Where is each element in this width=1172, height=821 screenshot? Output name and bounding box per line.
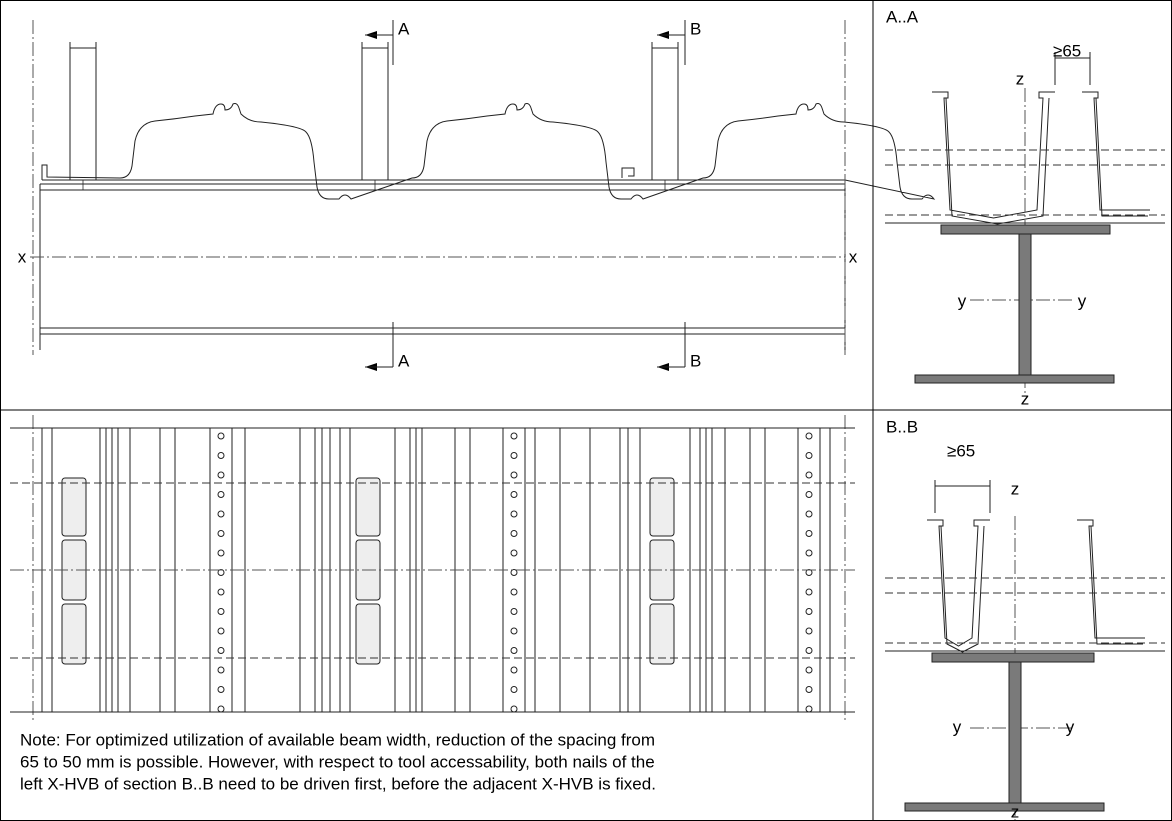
hole bbox=[510, 588, 518, 596]
hole bbox=[217, 627, 225, 635]
hole bbox=[510, 627, 518, 635]
hole bbox=[510, 569, 518, 576]
section-title: A..A bbox=[886, 7, 919, 26]
hole bbox=[805, 608, 813, 615]
connector-lip bbox=[651, 42, 679, 48]
section-title: B..B bbox=[886, 417, 918, 436]
hole bbox=[510, 705, 518, 713]
connector bbox=[361, 47, 389, 181]
hole bbox=[510, 549, 518, 557]
connector-lip bbox=[69, 42, 97, 48]
channel-connector bbox=[1082, 91, 1150, 217]
dimension-label: ≥65 bbox=[1053, 41, 1081, 60]
hole bbox=[510, 510, 518, 518]
hole bbox=[510, 608, 518, 615]
axis-label: y bbox=[958, 291, 967, 310]
axis-label: z bbox=[1021, 389, 1030, 408]
hole bbox=[805, 705, 813, 713]
channel-connector bbox=[932, 91, 1055, 225]
beam-bottom-flange bbox=[904, 802, 1105, 812]
connector-plate bbox=[649, 477, 675, 537]
axis-label: y bbox=[1066, 717, 1075, 736]
connector-plate bbox=[355, 477, 381, 537]
hole bbox=[510, 452, 518, 459]
hole bbox=[217, 666, 225, 674]
hole bbox=[805, 510, 813, 518]
connector-plate bbox=[649, 603, 675, 665]
note-line: Note: For optimized utilization of avail… bbox=[20, 730, 655, 749]
section-label: B bbox=[690, 351, 701, 370]
hole bbox=[217, 588, 225, 596]
hole bbox=[510, 647, 518, 654]
hole bbox=[805, 647, 813, 654]
axis-label: y bbox=[1078, 291, 1087, 310]
connector-plate bbox=[61, 477, 87, 537]
note-line: left X-HVB of section B..B need to be dr… bbox=[20, 774, 656, 793]
hole bbox=[805, 491, 813, 498]
axis-label: x bbox=[849, 247, 858, 266]
hole bbox=[805, 666, 813, 674]
deck-lap bbox=[621, 167, 635, 178]
hole bbox=[805, 432, 813, 440]
hole bbox=[510, 666, 518, 674]
hole bbox=[217, 549, 225, 557]
hole bbox=[805, 452, 813, 459]
axis-label: z bbox=[1011, 479, 1020, 498]
hole bbox=[805, 471, 813, 479]
connector-lip bbox=[361, 42, 389, 48]
axis-label: z bbox=[1011, 802, 1020, 821]
hole bbox=[217, 608, 225, 615]
hole bbox=[805, 549, 813, 557]
axis-label: x bbox=[18, 247, 27, 266]
hole bbox=[217, 432, 225, 440]
deck-profile bbox=[41, 103, 936, 200]
hole bbox=[217, 491, 225, 498]
hole bbox=[217, 705, 225, 713]
connector-plate bbox=[355, 603, 381, 665]
hole bbox=[805, 588, 813, 596]
beam-top-flange bbox=[931, 652, 1095, 663]
axis-label: z bbox=[1016, 69, 1025, 88]
note-line: 65 to 50 mm is possible. However, with r… bbox=[20, 752, 655, 771]
hole bbox=[805, 686, 813, 693]
channel-connector bbox=[1077, 519, 1145, 645]
hole bbox=[217, 530, 225, 537]
section-label: B bbox=[690, 19, 701, 38]
axis-label: y bbox=[953, 717, 962, 736]
hole bbox=[805, 627, 813, 635]
hole bbox=[510, 432, 518, 440]
hole bbox=[805, 530, 813, 537]
beam-top-flange bbox=[940, 224, 1111, 235]
section-label: A bbox=[398, 351, 410, 370]
hole bbox=[217, 647, 225, 654]
section-label: A bbox=[398, 19, 410, 38]
hole bbox=[217, 686, 225, 693]
hole bbox=[217, 471, 225, 479]
dimension-label: ≥65 bbox=[947, 441, 975, 460]
connector-plate bbox=[61, 603, 87, 665]
channel-connector bbox=[927, 519, 990, 653]
connector bbox=[651, 47, 679, 181]
hole bbox=[510, 530, 518, 537]
connector bbox=[69, 47, 97, 181]
hole bbox=[217, 510, 225, 518]
beam-web bbox=[1018, 233, 1032, 376]
hole bbox=[510, 686, 518, 693]
beam-web bbox=[1008, 661, 1022, 804]
beam-bottom-flange bbox=[914, 374, 1115, 384]
hole bbox=[510, 471, 518, 479]
hole bbox=[510, 491, 518, 498]
hole bbox=[217, 452, 225, 459]
